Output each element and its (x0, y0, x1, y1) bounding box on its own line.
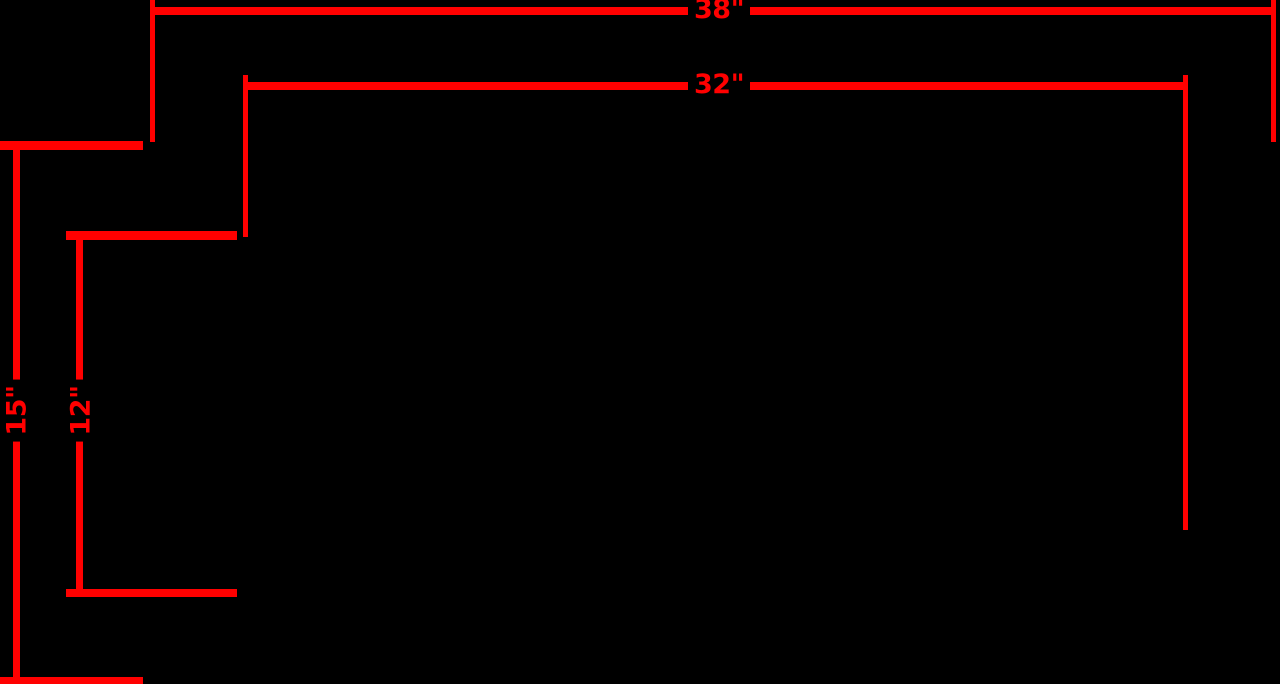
overall-width-left-extension-line (150, 0, 155, 142)
inner-height-top-extension-line (66, 231, 237, 240)
overall-height-bottom-extension-line (0, 677, 143, 684)
inner-height-bottom-extension-line (66, 589, 237, 597)
overall-width-right-extension-line (1271, 0, 1276, 142)
inner-height-label: 12" (66, 379, 97, 442)
overall-height-top-extension-line (0, 141, 143, 150)
inner-width-left-extension-line (243, 75, 248, 237)
inner-width-right-extension-line (1183, 75, 1188, 530)
overall-height-label: 15" (2, 379, 33, 442)
overall-width-label: 38" (688, 0, 751, 23)
inner-width-label: 32" (688, 71, 751, 98)
